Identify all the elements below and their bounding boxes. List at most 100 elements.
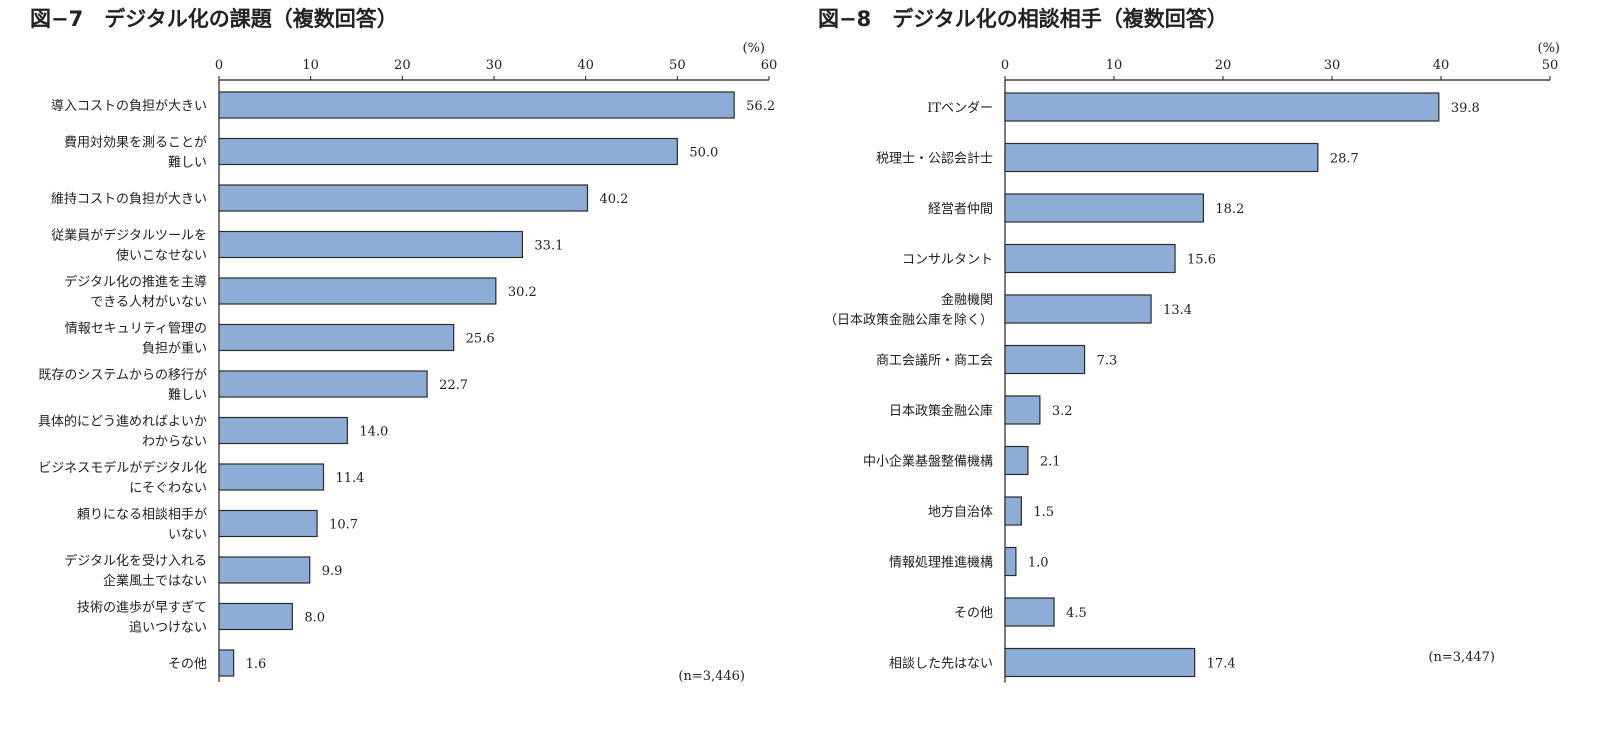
category-label: 難しい	[168, 388, 207, 403]
tick-label: 20	[394, 58, 411, 73]
unit-label: (%)	[743, 41, 766, 56]
bar	[218, 463, 325, 491]
category-label: できる人材がいない	[90, 295, 207, 310]
data-label: 18.2	[1215, 202, 1244, 217]
data-label: 13.4	[1163, 303, 1192, 318]
category-label: （日本政策金融公庫を除く）	[824, 312, 993, 328]
tick-label: 0	[1001, 58, 1009, 73]
bar	[1004, 395, 1041, 425]
data-label: 8.0	[304, 611, 325, 626]
data-label: 1.6	[246, 657, 267, 672]
bar	[218, 91, 735, 119]
bar	[1004, 193, 1204, 223]
category-label: 技術の進歩が早すぎて	[77, 601, 207, 616]
bar	[1004, 445, 1029, 476]
category-label: 相談した先はない	[889, 656, 993, 672]
bar	[218, 556, 311, 584]
tick-label: 30	[486, 58, 503, 73]
category-label: 追いつけない	[129, 620, 207, 636]
tick-label: 10	[1106, 58, 1123, 73]
bar	[1004, 294, 1152, 324]
tick-label: 40	[1433, 58, 1450, 73]
category-label: 難しい	[168, 156, 207, 171]
category-label: いない	[168, 528, 207, 543]
bar	[1004, 243, 1176, 274]
data-label: 22.7	[439, 378, 468, 393]
data-label: 4.5	[1066, 606, 1087, 621]
data-label: 39.8	[1451, 101, 1480, 116]
data-label: 9.9	[322, 564, 343, 579]
data-label: 17.4	[1207, 657, 1236, 672]
data-label: 10.7	[329, 518, 358, 533]
category-label: 具体的にどう進めればよいか	[38, 414, 207, 430]
tick-label: 50	[1542, 58, 1559, 73]
category-label: その他	[954, 606, 993, 621]
data-label: 40.2	[600, 192, 629, 207]
data-label: 56.2	[746, 99, 775, 114]
tick-label: 60	[761, 58, 778, 73]
category-label: わからない	[142, 435, 207, 450]
bar	[218, 230, 524, 259]
tick-label: 10	[302, 58, 319, 73]
bar	[1004, 597, 1055, 627]
category-label: にそぐわない	[129, 481, 207, 496]
unit-label: (%)	[1538, 41, 1561, 56]
data-label: 28.7	[1330, 152, 1359, 167]
tick-label: 50	[669, 58, 686, 73]
category-label: コンサルタント	[902, 253, 993, 268]
category-label: 使いこなせない	[116, 248, 207, 264]
category-label: その他	[168, 657, 207, 672]
category-label: 商工会議所・商工会	[876, 354, 993, 369]
sample-size-note: (n=3,446)	[678, 669, 745, 684]
category-label: ITベンダー	[927, 101, 993, 116]
bar	[218, 602, 293, 631]
bar	[1004, 546, 1017, 577]
category-label: 企業風土ではない	[103, 573, 207, 589]
category-label: 既存のシステムからの移行が	[38, 368, 207, 383]
bar	[1004, 496, 1022, 526]
bar	[1004, 92, 1440, 122]
bar	[1004, 142, 1319, 173]
category-label: デジタル化を受け入れる	[64, 553, 207, 569]
bar	[218, 323, 455, 352]
bar	[218, 416, 348, 445]
category-label: デジタル化の推進を主導	[64, 274, 207, 290]
category-label: 日本政策金融公庫	[889, 403, 993, 419]
category-label: 経営者仲間	[928, 202, 993, 217]
chart-title: 図−7 デジタル化の課題（複数回答）	[30, 7, 398, 31]
category-label: 情報処理推進機構	[889, 556, 993, 571]
tick-label: 30	[1324, 58, 1341, 73]
data-label: 30.2	[508, 285, 537, 300]
bar	[218, 277, 497, 305]
category-label: 地方自治体	[928, 504, 993, 520]
data-label: 33.1	[534, 239, 563, 254]
category-label: 導入コストの負担が大きい	[51, 99, 207, 114]
data-label: 3.2	[1052, 404, 1073, 419]
category-label: 中小企業基盤整備機構	[863, 454, 993, 470]
category-label: 負担が重い	[142, 341, 207, 357]
sample-size-note: (n=3,447)	[1428, 650, 1495, 665]
tick-label: 0	[215, 58, 223, 73]
tick-label: 40	[577, 58, 594, 73]
category-label: ビジネスモデルがデジタル化	[38, 460, 207, 476]
bar	[218, 649, 235, 677]
category-label: 税理士・公認会計士	[876, 151, 993, 167]
category-label: 情報セキュリティ管理の	[65, 322, 207, 337]
data-label: 2.1	[1040, 455, 1061, 470]
chart-title: 図−8 デジタル化の相談相手（複数回答）	[818, 7, 1228, 31]
bar	[218, 509, 318, 538]
tick-label: 20	[1215, 58, 1232, 73]
data-label: 7.3	[1097, 354, 1118, 369]
data-label: 25.6	[466, 332, 495, 347]
data-label: 14.0	[359, 425, 388, 440]
bar	[218, 184, 589, 212]
bar	[218, 370, 428, 398]
category-label: 金融機関	[941, 292, 993, 308]
data-label: 15.6	[1187, 253, 1216, 268]
bar	[218, 137, 678, 166]
category-label: 従業員がデジタルツールを	[51, 228, 207, 244]
data-label: 1.0	[1028, 556, 1049, 571]
category-label: 費用対効果を測ることが	[64, 136, 207, 151]
data-label: 11.4	[336, 471, 365, 486]
